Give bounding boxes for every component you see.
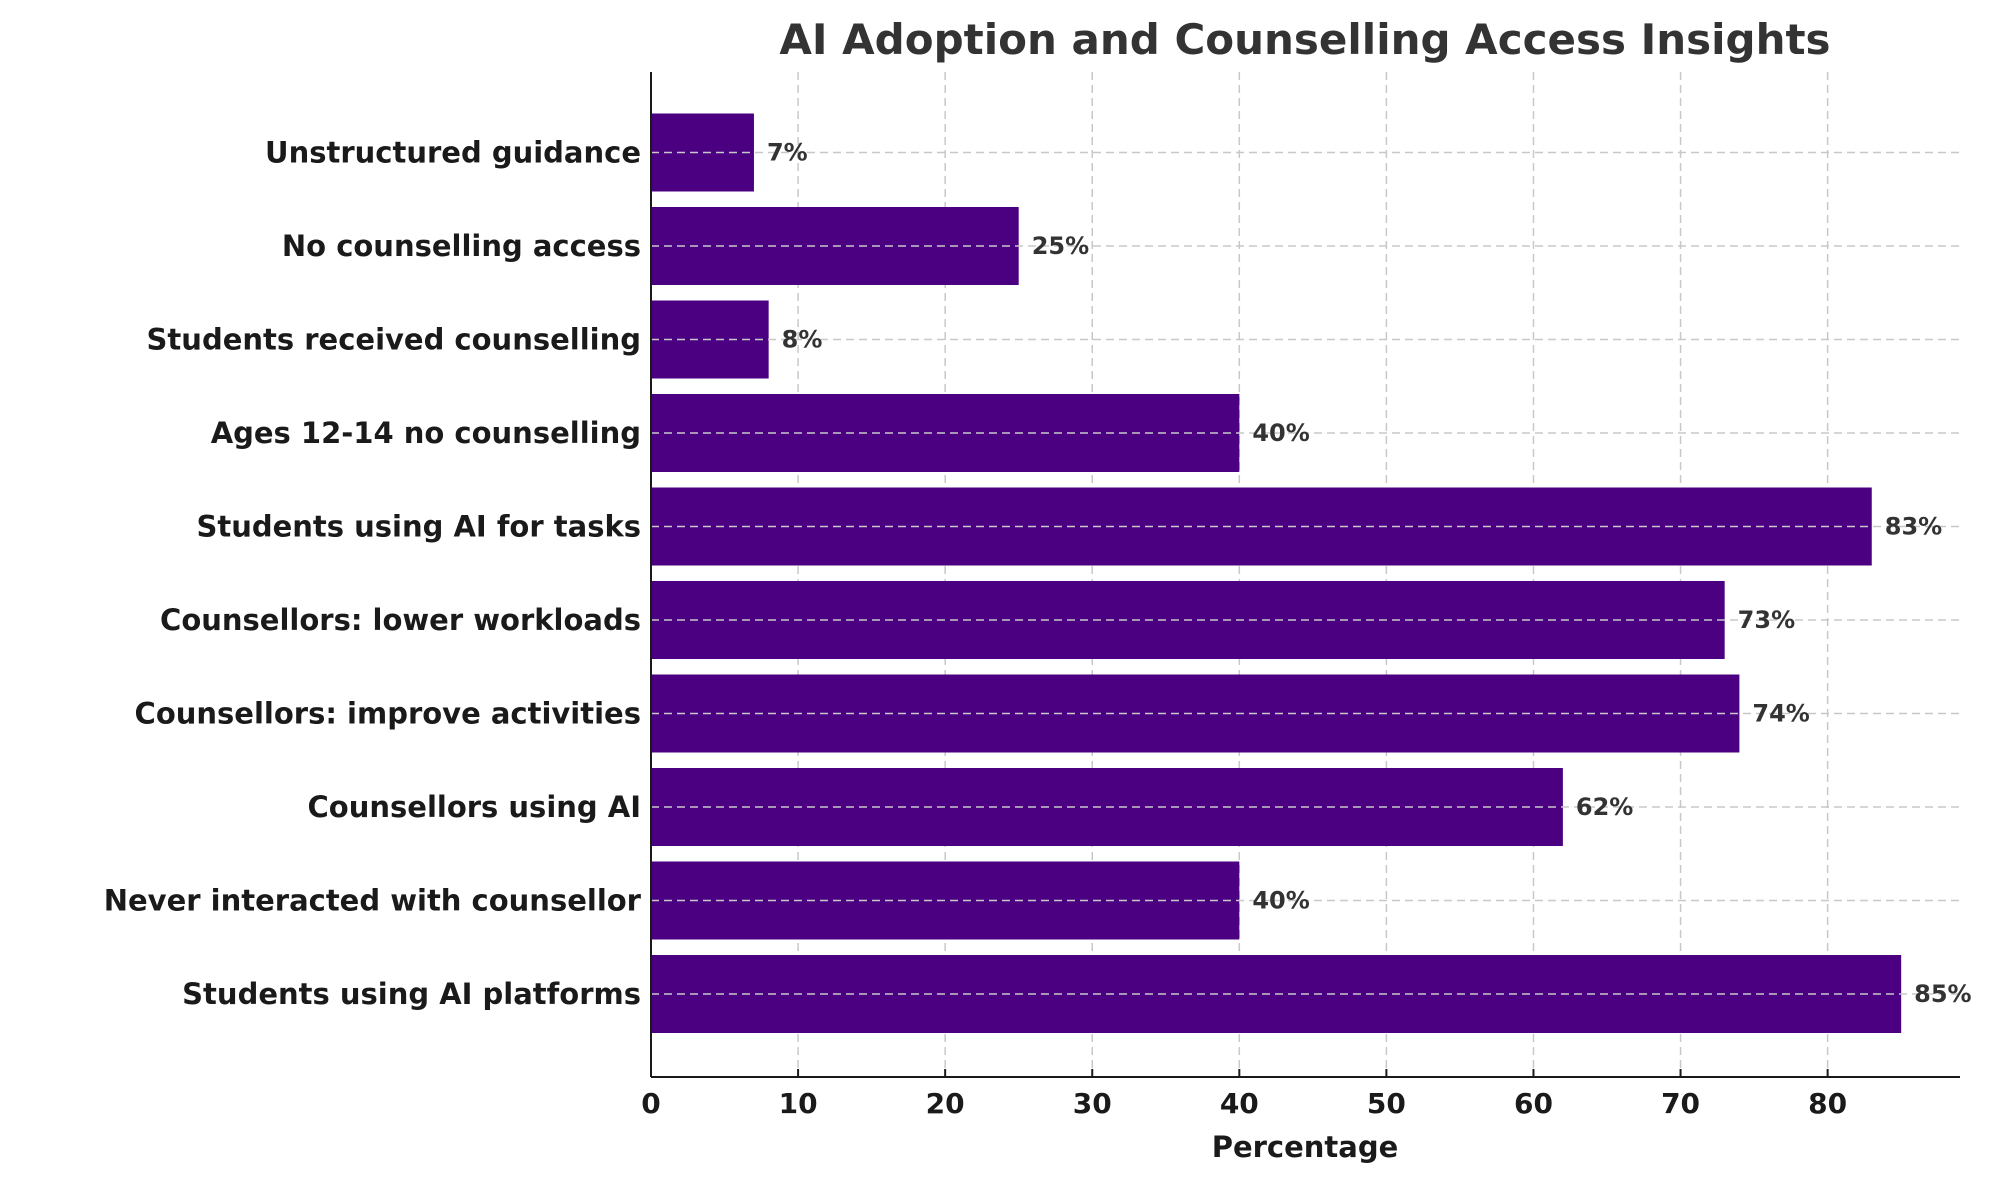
data-label: 85%	[1914, 980, 1971, 1008]
data-label: 7%	[767, 139, 808, 167]
x-axis-label: Percentage	[1212, 1130, 1399, 1164]
category-label: Counsellors using AI	[308, 790, 641, 824]
category-label: Counsellors: improve activities	[135, 697, 641, 731]
x-tick-label: 80	[1808, 1087, 1847, 1120]
chart-title: AI Adoption and Counselling Access Insig…	[779, 15, 1830, 64]
x-tick-label: 30	[1073, 1087, 1112, 1120]
data-label: 62%	[1576, 793, 1633, 821]
category-label: Counsellors: lower workloads	[160, 603, 641, 637]
data-label: 83%	[1885, 513, 1942, 541]
x-tick-label: 50	[1367, 1087, 1406, 1120]
category-label: Students using AI for tasks	[196, 510, 641, 544]
category-label: Unstructured guidance	[265, 136, 641, 170]
category-label: Students using AI platforms	[182, 977, 641, 1011]
category-label: No counselling access	[282, 229, 641, 263]
x-ticks: 0 10 20 30 40 50 60 70 80	[641, 1069, 1847, 1120]
category-label: Ages 12-14 no counselling	[211, 416, 641, 450]
category-label: Students received counselling	[147, 323, 641, 357]
x-tick-label: 10	[779, 1087, 818, 1120]
x-tick-label: 40	[1220, 1087, 1259, 1120]
data-label: 25%	[1032, 232, 1089, 260]
x-tick-label: 0	[641, 1087, 660, 1120]
data-label: 73%	[1738, 606, 1795, 634]
data-labels: 85% 40% 62% 74% 73% 83% 40% 8% 25% 7%	[767, 139, 1972, 1009]
data-label: 8%	[782, 326, 823, 354]
x-tick-label: 20	[926, 1087, 965, 1120]
data-label: 40%	[1252, 419, 1309, 447]
data-label: 40%	[1252, 887, 1309, 915]
data-label: 74%	[1752, 700, 1809, 728]
x-tick-label: 70	[1661, 1087, 1700, 1120]
x-tick-label: 60	[1514, 1087, 1553, 1120]
bar	[651, 674, 1740, 753]
category-label: Never interacted with counsellor	[104, 884, 642, 918]
horizontal-gridlines	[651, 151, 1960, 995]
category-labels: Students using AI platforms Never interac…	[104, 136, 642, 1012]
